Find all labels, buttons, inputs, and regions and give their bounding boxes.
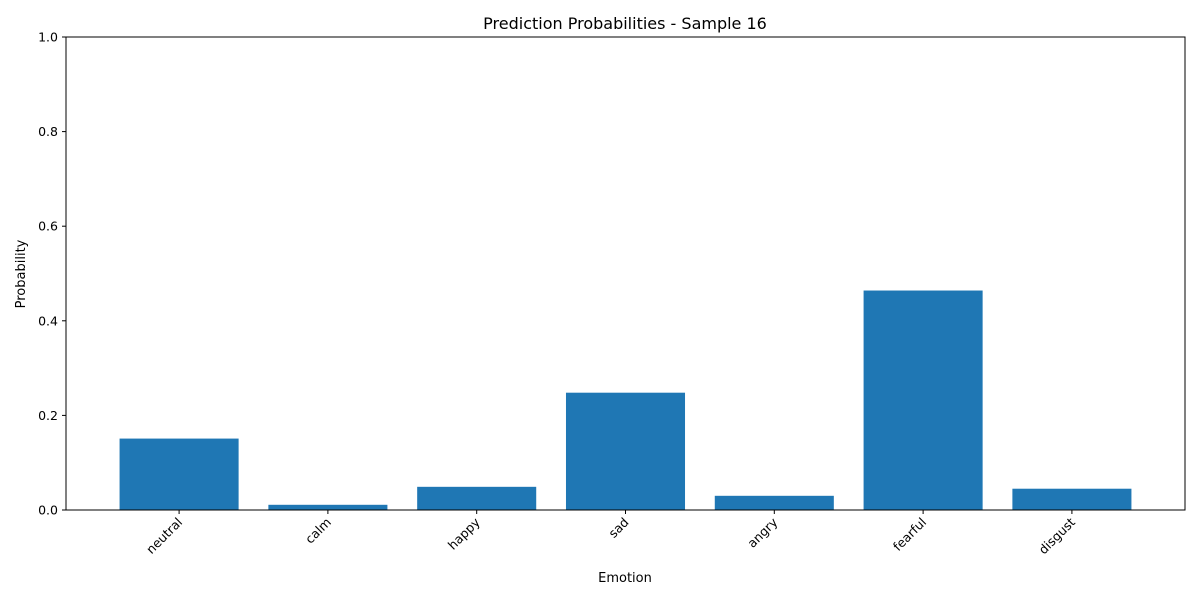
chart-title: Prediction Probabilities - Sample 16 [483,14,767,33]
x-tick-label: disgust [1035,514,1078,557]
bar-calm [268,504,388,510]
x-tick-label: angry [744,514,781,551]
y-tick-label: 0.6 [38,219,58,234]
x-tick-label: happy [445,514,484,553]
bar-angry [714,495,834,510]
y-tick-label: 1.0 [38,30,58,45]
bar-sad [565,392,686,510]
x-tick-label: calm [302,515,334,547]
plot-area: 0.0 0.2 0.4 0.6 0.8 1.0 neutral calm happy sad ang… [38,30,1186,557]
x-tick-label: neutral [143,515,185,557]
bar-disgust [1012,488,1132,510]
y-tick-label: 0.8 [38,124,58,139]
y-axis-label: Probability [14,239,29,308]
y-tick-label: 0.2 [38,408,58,423]
x-axis-label: Emotion [598,571,652,586]
x-tick-label: sad [605,515,631,541]
y-tick-label: 0.0 [38,503,58,518]
x-tick-label: fearful [890,515,929,554]
y-tick-label: 0.4 [38,313,58,328]
bar-happy [417,486,537,510]
bar-fearful [863,290,983,510]
bar-neutral [119,438,239,510]
